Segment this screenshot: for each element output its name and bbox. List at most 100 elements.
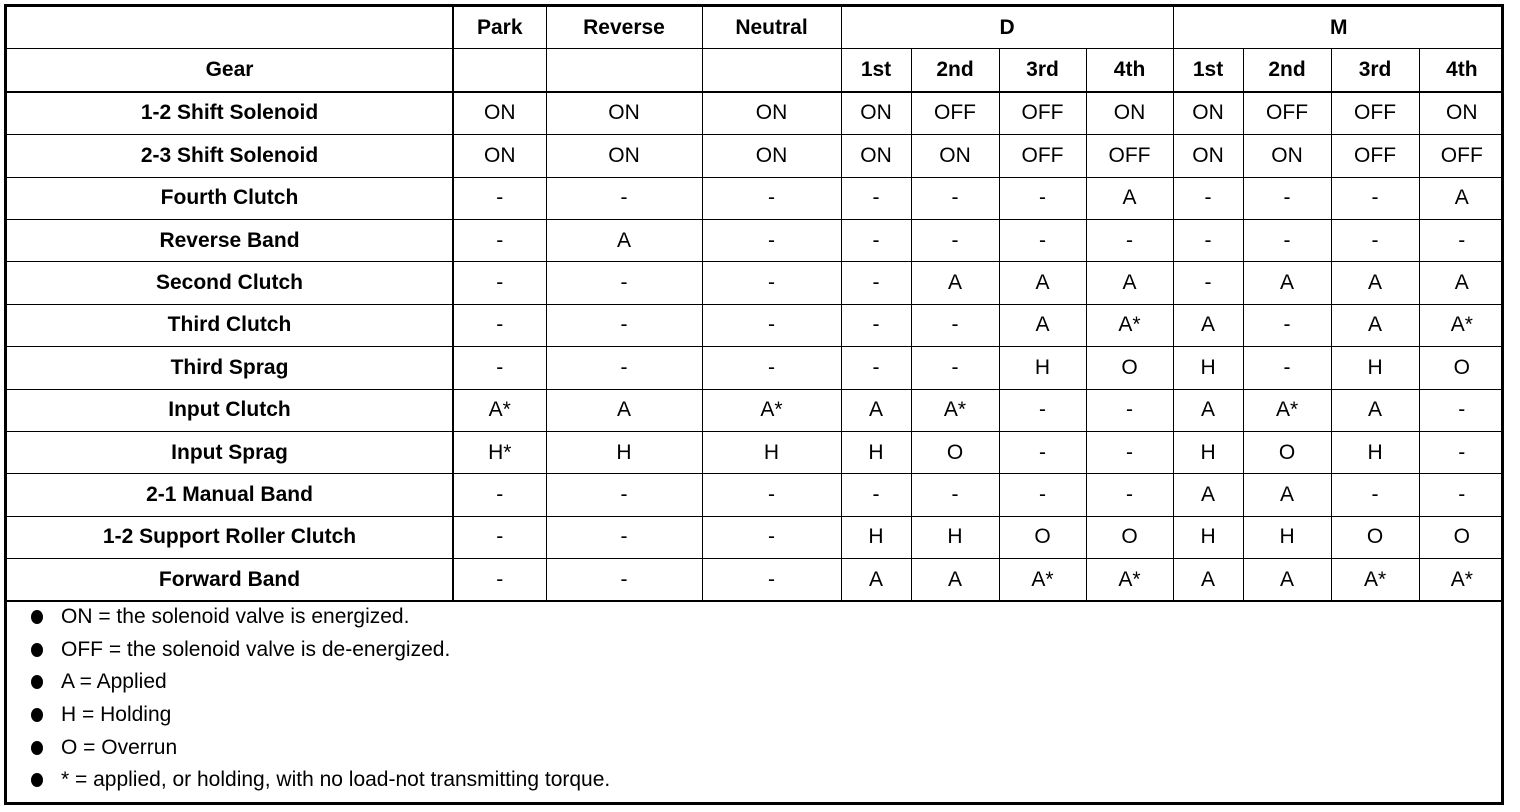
table-row: Third Clutch - - - - - A A* A - A A* — [7, 303, 1505, 348]
table-cell: H — [998, 346, 1087, 390]
table-cell: - — [545, 558, 703, 603]
row-label: Reverse Band — [7, 218, 454, 263]
table-row: Input Sprag H* H H H O - - H O H - — [7, 430, 1505, 475]
bullet-icon — [31, 708, 43, 723]
legend-item: A = Applied — [7, 666, 1501, 699]
table-cell: - — [545, 515, 703, 560]
header-gear-cell — [545, 48, 703, 93]
table-cell: - — [910, 346, 1000, 390]
table-cell: - — [701, 515, 842, 560]
table-cell: A — [545, 388, 703, 432]
table-cell: ON — [1242, 134, 1332, 178]
table-cell: - — [701, 473, 842, 517]
header-gear-cell: 2nd — [1242, 48, 1332, 93]
header-gear-cell — [452, 48, 547, 93]
table-row: Reverse Band - A - - - - - - - - - — [7, 218, 1505, 263]
bullet-icon — [31, 610, 43, 625]
table-cell: A — [998, 303, 1087, 348]
table-cell: H — [545, 430, 703, 475]
table-cell: - — [701, 261, 842, 305]
table-row: 2-1 Manual Band - - - - - - - A A - - — [7, 473, 1505, 517]
header-row-range: Park Reverse Neutral D M — [7, 7, 1505, 50]
legend-item: O = Overrun — [7, 731, 1501, 764]
table-cell: H — [1330, 346, 1420, 390]
table-cell: - — [452, 218, 547, 263]
table-cell: - — [840, 473, 912, 517]
legend-item: H = Holding — [7, 699, 1501, 732]
table-cell: A — [1085, 261, 1174, 305]
table-cell: - — [1418, 388, 1505, 432]
table-cell: ON — [545, 91, 703, 136]
table-cell: A — [1172, 388, 1244, 432]
table-cell: - — [452, 558, 547, 603]
row-label: Third Sprag — [7, 346, 454, 390]
table-cell: - — [1418, 430, 1505, 475]
table-cell: - — [1172, 218, 1244, 263]
table-row: Second Clutch - - - - A A A - A A A — [7, 261, 1505, 305]
table-cell: - — [701, 218, 842, 263]
table-cell: O — [1418, 515, 1505, 560]
row-label: Forward Band — [7, 558, 454, 603]
row-label: Input Clutch — [7, 388, 454, 432]
table-cell: - — [1242, 346, 1332, 390]
table-cell: A — [840, 388, 912, 432]
row-label: Input Sprag — [7, 430, 454, 475]
table-row: 1-2 Support Roller Clutch - - - H H O O H H O O — [7, 515, 1505, 560]
table-cell: - — [840, 218, 912, 263]
gear-application-table: Park Reverse Neutral D M Gear 1st 2nd 3rd 4t… — [7, 7, 1505, 603]
table-cell: A — [998, 261, 1087, 305]
table-cell: ON — [1085, 91, 1174, 136]
table-cell: H — [840, 515, 912, 560]
header-neutral: Neutral — [701, 7, 842, 50]
table-cell: A — [1172, 558, 1244, 603]
row-label: 1-2 Support Roller Clutch — [7, 515, 454, 560]
legend-text: A = Applied — [61, 670, 167, 694]
table-cell: - — [545, 346, 703, 390]
table-cell: ON — [840, 134, 912, 178]
table-cell: - — [998, 176, 1087, 220]
table-cell: A — [1418, 261, 1505, 305]
table-cell: - — [1172, 176, 1244, 220]
header-gear-cell: 2nd — [910, 48, 1000, 93]
table-cell: H — [1172, 346, 1244, 390]
table-cell: - — [840, 176, 912, 220]
table-cell: ON — [910, 134, 1000, 178]
table-cell: - — [910, 218, 1000, 263]
legend-item: OFF = the solenoid valve is de-energized… — [7, 634, 1501, 667]
table-cell: - — [840, 303, 912, 348]
legend-text: ON = the solenoid valve is energized. — [61, 605, 410, 629]
table-cell: - — [452, 176, 547, 220]
table-cell: - — [452, 515, 547, 560]
header-gear-cell: 3rd — [1330, 48, 1420, 93]
table-cell: ON — [701, 91, 842, 136]
table-cell: A* — [1085, 303, 1174, 348]
table-cell: O — [1418, 346, 1505, 390]
row-label: Fourth Clutch — [7, 176, 454, 220]
table-cell: A* — [701, 388, 842, 432]
table-cell: A — [1330, 303, 1420, 348]
table-cell: - — [998, 388, 1087, 432]
table-cell: - — [840, 346, 912, 390]
table-cell: A — [1418, 176, 1505, 220]
table-cell: ON — [1172, 91, 1244, 136]
table-cell: - — [701, 176, 842, 220]
header-gear-cell — [701, 48, 842, 93]
table-cell: OFF — [998, 91, 1087, 136]
table-cell: H — [701, 430, 842, 475]
table-cell: A* — [1085, 558, 1174, 603]
table-cell: - — [701, 303, 842, 348]
table-cell: A — [545, 218, 703, 263]
table-cell: - — [452, 473, 547, 517]
legend-text: O = Overrun — [61, 735, 178, 759]
table-cell: - — [910, 176, 1000, 220]
table-cell: - — [840, 261, 912, 305]
table-cell: A — [1172, 303, 1244, 348]
table-cell: OFF — [910, 91, 1000, 136]
header-park: Park — [452, 7, 547, 50]
table-cell: - — [1085, 388, 1174, 432]
table-cell: ON — [452, 134, 547, 178]
table-cell: A* — [452, 388, 547, 432]
table-cell: H — [1242, 515, 1332, 560]
header-gear-cell: 1st — [1172, 48, 1244, 93]
table-cell: - — [910, 473, 1000, 517]
